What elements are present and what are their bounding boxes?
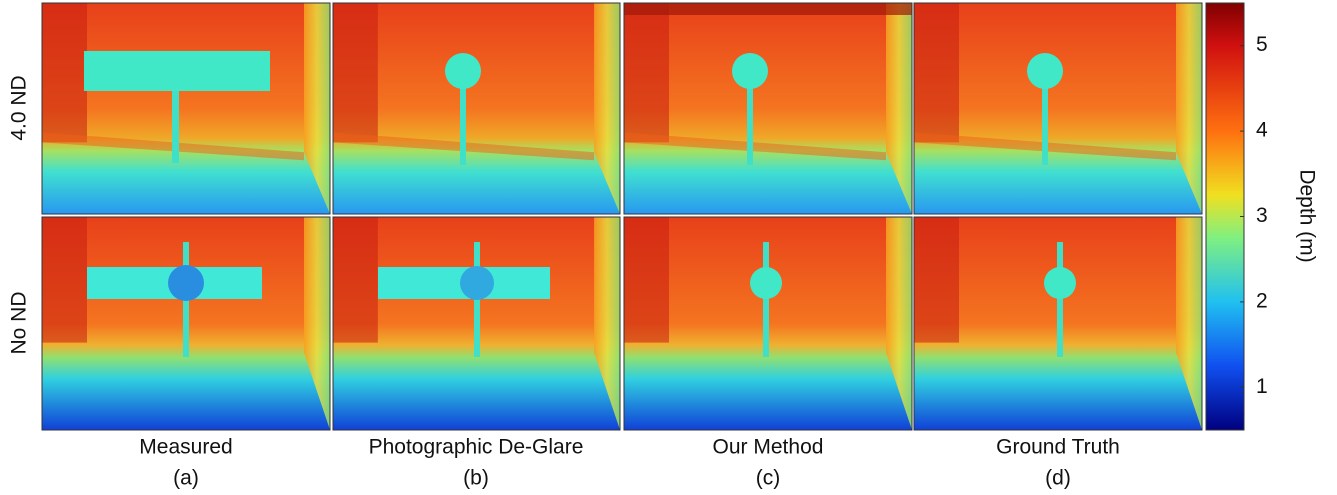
column-letter: (b) — [463, 467, 489, 490]
panel — [623, 216, 913, 431]
panel — [913, 216, 1203, 431]
colorbar-tick-label: 3 — [1256, 204, 1268, 227]
panel — [41, 2, 331, 215]
panel — [623, 2, 913, 215]
panel — [332, 216, 621, 431]
colorbar-tick-label: 1 — [1256, 375, 1268, 398]
column-letter: (c) — [756, 467, 781, 490]
colorbar-tick-label: 5 — [1256, 33, 1268, 56]
colorbar-label: Depth (m) — [1295, 169, 1318, 262]
row-label: No ND — [8, 291, 31, 354]
column-label: Our Method — [713, 436, 824, 459]
column-label: Photographic De-Glare — [369, 436, 584, 459]
row-label: 4.0 ND — [8, 75, 31, 140]
panel — [332, 2, 621, 215]
panel — [913, 2, 1203, 215]
column-label: Ground Truth — [996, 436, 1120, 459]
column-letter: (d) — [1045, 467, 1071, 490]
column-letter: (a) — [173, 467, 199, 490]
colorbar — [1205, 2, 1245, 431]
colorbar-tick-label: 2 — [1256, 289, 1268, 312]
colorbar-tick-label: 4 — [1256, 119, 1268, 142]
panel — [41, 216, 331, 431]
column-label: Measured — [139, 436, 232, 459]
